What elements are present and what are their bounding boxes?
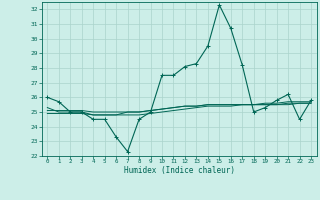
X-axis label: Humidex (Indice chaleur): Humidex (Indice chaleur) <box>124 166 235 175</box>
